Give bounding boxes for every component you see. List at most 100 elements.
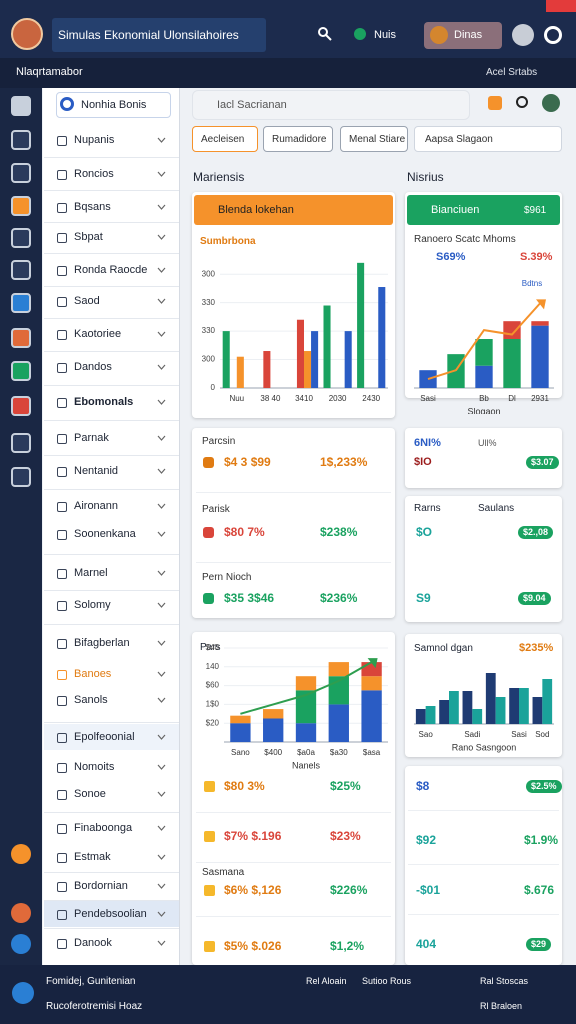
menu-item[interactable]: Saod — [74, 295, 100, 307]
menu-item[interactable]: Sonoe — [74, 788, 106, 800]
rail-icon[interactable] — [11, 96, 31, 116]
menu-item[interactable]: Nupanis — [74, 134, 115, 146]
menu-item[interactable]: Dandos — [74, 361, 112, 373]
chevron[interactable] — [157, 298, 166, 304]
rail-icon[interactable] — [11, 844, 31, 864]
chevron[interactable] — [157, 503, 166, 509]
notif-icon[interactable] — [354, 28, 366, 40]
filter-dropdown[interactable]: Aapsa Slagaon — [414, 126, 562, 152]
rail-icon[interactable] — [11, 328, 31, 348]
menu-item[interactable]: Bqsans — [74, 201, 111, 213]
chevron[interactable] — [157, 137, 166, 143]
chevron[interactable] — [157, 791, 166, 797]
menu-item[interactable]: Ronda Raocde — [74, 264, 148, 276]
sidebar-divider — [44, 590, 179, 591]
settings-icon[interactable] — [544, 26, 562, 44]
profile-icon[interactable] — [512, 24, 534, 46]
row-value: $4 3 $99 — [224, 455, 271, 469]
menu-item[interactable]: Soonenkana — [74, 528, 136, 540]
chevron[interactable] — [157, 171, 166, 177]
chevron[interactable] — [157, 204, 166, 210]
menu-item[interactable]: Aironann — [74, 500, 119, 512]
app-title: Simulas Ekonomial Ulonsilahoires — [52, 18, 266, 52]
chevron[interactable] — [157, 234, 166, 240]
chevron[interactable] — [157, 399, 166, 405]
menu-item[interactable]: Kaotoriee — [74, 328, 122, 340]
chevron[interactable] — [157, 364, 166, 370]
menu-item[interactable]: Parnak — [74, 432, 109, 444]
menu-item[interactable]: Epolfeoonial — [74, 731, 135, 743]
chevron[interactable] — [157, 531, 166, 537]
menu-item[interactable]: Bordornian — [74, 880, 128, 892]
user-icon[interactable] — [542, 94, 560, 112]
menu-item[interactable]: Nentanid — [74, 465, 119, 477]
star-icon[interactable] — [488, 96, 502, 110]
menu-item[interactable]: Sbpat — [74, 231, 103, 243]
menu-item[interactable]: Finaboonga — [74, 822, 133, 834]
notifications[interactable]: Nuis — [374, 29, 397, 41]
chevron[interactable] — [157, 825, 166, 831]
menu-item[interactable]: Roncios — [74, 168, 114, 180]
menu-item[interactable]: Bifagberlan — [74, 637, 130, 649]
search-icon[interactable] — [318, 27, 332, 41]
chevron[interactable] — [157, 697, 166, 703]
chevron[interactable] — [157, 940, 166, 946]
footer-link[interactable]: Ral Stoscas — [480, 976, 529, 986]
sidebar-divider — [44, 554, 179, 555]
menu-item[interactable]: Danook — [74, 937, 112, 949]
chevron[interactable] — [157, 640, 166, 646]
rail-icon[interactable] — [11, 130, 31, 150]
chevron[interactable] — [157, 468, 166, 474]
rail-icon[interactable] — [11, 903, 31, 923]
x-tick-label: Sadi — [464, 730, 480, 739]
rail-icon[interactable] — [11, 934, 31, 954]
footer-logo — [12, 982, 34, 1004]
menu-item[interactable]: Sanols — [74, 694, 108, 706]
tab[interactable]: Menal Stiare — [340, 126, 408, 152]
chevron[interactable] — [157, 911, 166, 917]
chevron[interactable] — [157, 267, 166, 273]
chevron[interactable] — [157, 331, 166, 337]
footer-link[interactable]: Sutioo Rous — [362, 976, 412, 986]
chevron[interactable] — [157, 671, 166, 677]
chevron[interactable] — [157, 883, 166, 889]
row-label: Parcsin — [202, 436, 236, 447]
rail-icon[interactable] — [11, 196, 31, 216]
sidebar-title[interactable]: Nonhia Bonis — [56, 92, 171, 118]
chevron[interactable] — [157, 602, 166, 608]
rail-icon[interactable] — [11, 433, 31, 453]
row-value: $6% $,126 — [224, 883, 282, 897]
menu-item[interactable]: Pendebsoolian — [74, 908, 147, 920]
menu-item[interactable]: Ebomonals — [74, 396, 134, 408]
chevron[interactable] — [157, 435, 166, 441]
rail-icon[interactable] — [11, 228, 31, 248]
chevron[interactable] — [157, 854, 166, 860]
revenue-header[interactable]: Blenda lokehan — [194, 195, 393, 225]
rail-icon[interactable] — [11, 260, 31, 280]
chevron[interactable] — [157, 734, 166, 740]
menu-item[interactable]: Banoes — [74, 668, 112, 680]
chevron[interactable] — [157, 764, 166, 770]
rail-icon[interactable] — [11, 396, 31, 416]
trend-line — [427, 302, 541, 381]
close-button[interactable] — [546, 0, 576, 12]
rail-icon[interactable] — [11, 293, 31, 313]
menu-item[interactable]: Nomoits — [74, 761, 115, 773]
menu-item[interactable]: Solomy — [74, 599, 111, 611]
rail-icon[interactable] — [11, 467, 31, 487]
menu-item[interactable]: Marnel — [74, 567, 108, 579]
balance-header[interactable]: Bianciuen — [407, 195, 560, 225]
menu-item[interactable]: Estmak — [74, 851, 111, 863]
footer-link[interactable]: Rl Braloen — [480, 1001, 523, 1011]
rail-icon[interactable] — [11, 361, 31, 381]
chevron-line — [157, 734, 166, 740]
footer-link[interactable]: Rel Aloain — [306, 976, 347, 986]
chevron[interactable] — [157, 570, 166, 576]
x-tick-label: 2931 — [531, 394, 549, 403]
help-icon[interactable] — [516, 96, 528, 108]
tab[interactable]: Aecleisen — [192, 126, 258, 152]
tab[interactable]: Rumadidore — [263, 126, 333, 152]
search-box[interactable]: Iacl Sacrianan — [192, 90, 470, 120]
chevron-line — [157, 435, 166, 441]
rail-icon[interactable] — [11, 163, 31, 183]
